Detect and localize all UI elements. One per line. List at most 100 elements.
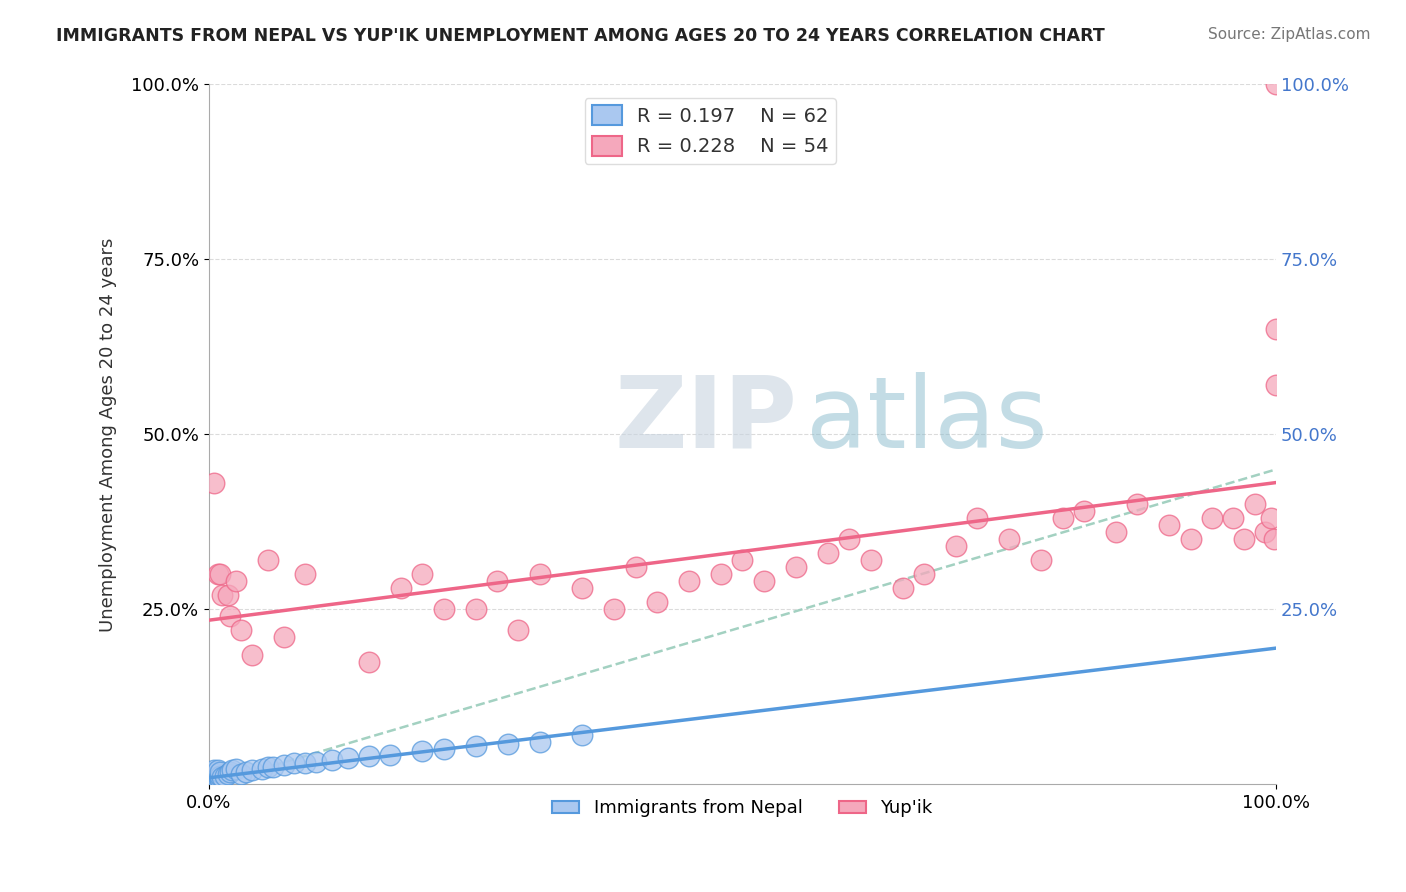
Point [208,772,231,786]
Point [225,762,247,776]
Point [357,655,380,669]
Point [1126,498,1149,512]
Point [201,767,224,781]
Point [201,774,224,789]
Point [1052,511,1074,525]
Point [201,776,224,790]
Point [201,767,224,781]
Point [357,749,380,764]
Point [201,776,224,790]
Point [321,753,343,767]
Point [221,764,243,778]
Point [891,582,914,596]
Point [1031,553,1053,567]
Point [262,760,284,774]
Point [201,776,224,790]
Point [207,567,229,582]
Point [208,769,231,783]
Point [208,567,231,582]
Text: IMMIGRANTS FROM NEPAL VS YUP'IK UNEMPLOYMENT AMONG AGES 20 TO 24 YEARS CORRELATI: IMMIGRANTS FROM NEPAL VS YUP'IK UNEMPLOY… [56,27,1105,45]
Point [1265,322,1288,336]
Point [202,764,225,778]
Point [201,773,224,788]
Point [256,760,278,774]
Point [201,772,224,786]
Point [1222,511,1244,525]
Point [217,767,239,781]
Point [624,560,647,574]
Point [817,546,839,560]
Point [1105,525,1128,540]
Point [201,775,224,789]
Point [785,560,807,574]
Point [571,728,593,742]
Point [710,567,733,582]
Point [201,774,224,789]
Point [1243,498,1265,512]
Point [273,757,295,772]
Point [219,764,242,779]
Point [240,764,263,778]
Point [464,739,486,753]
Point [411,744,433,758]
Point [207,767,229,781]
Point [208,764,231,779]
Point [214,769,236,783]
Point [207,773,229,788]
Point [273,631,295,645]
Point [678,574,700,589]
Point [411,567,433,582]
Legend: Immigrants from Nepal, Yup'ik: Immigrants from Nepal, Yup'ik [546,792,939,824]
Point [731,553,754,567]
Point [202,773,225,788]
Point [201,773,224,788]
Point [207,772,229,786]
Point [201,775,224,789]
Point [1260,511,1282,525]
Point [283,756,305,771]
Point [202,772,225,787]
Point [202,476,225,491]
Point [529,567,551,582]
Point [752,574,775,589]
Point [1233,533,1256,547]
Point [201,773,224,788]
Point [389,582,412,596]
Point [229,624,252,638]
Point [1180,533,1202,547]
Point [202,769,225,783]
Point [496,737,519,751]
Point [225,574,247,589]
Point [945,540,967,554]
Point [201,771,224,785]
Point [229,767,252,781]
Point [464,602,486,616]
Point [336,751,359,765]
Point [202,775,225,789]
Point [240,648,263,662]
Point [305,755,328,769]
Point [201,775,224,789]
Point [201,773,224,788]
Point [235,764,257,779]
Point [202,771,225,785]
Point [201,769,224,783]
Point [508,624,530,638]
Point [256,553,278,567]
Point [202,767,225,781]
Text: Source: ZipAtlas.com: Source: ZipAtlas.com [1208,27,1371,42]
Point [433,742,456,756]
Point [998,533,1021,547]
Point [645,595,668,609]
Point [201,772,224,787]
Point [201,772,224,786]
Point [1201,511,1223,525]
Text: ZIP: ZIP [614,372,797,469]
Point [1073,504,1095,518]
Point [529,735,551,749]
Point [1265,378,1288,392]
Point [202,764,225,779]
Point [433,602,456,616]
Point [207,764,229,778]
Point [859,553,882,567]
